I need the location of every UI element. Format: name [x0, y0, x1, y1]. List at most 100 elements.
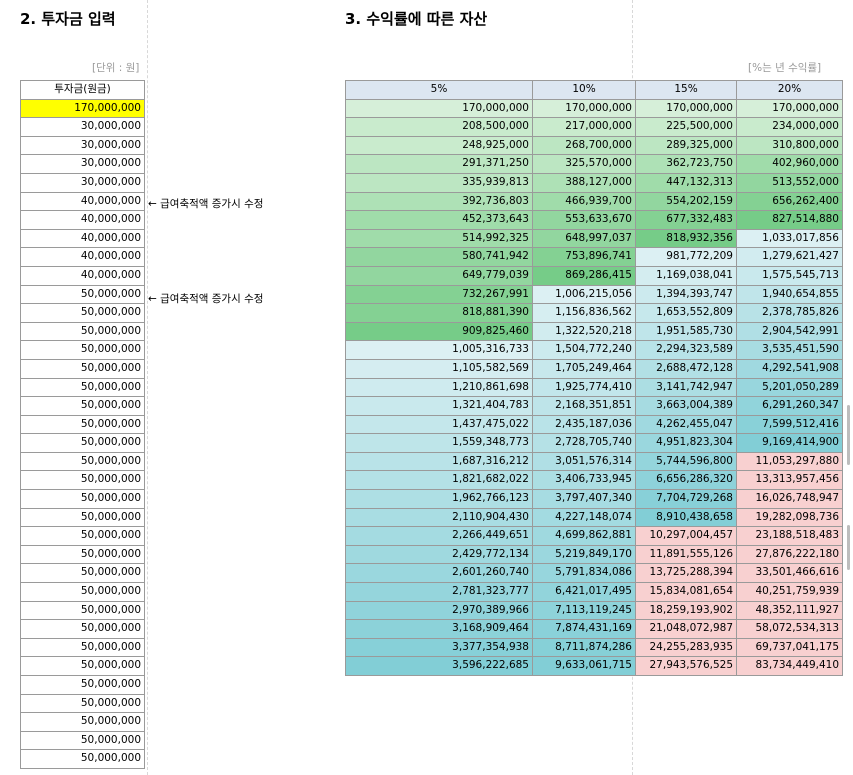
asset-cell[interactable]: 1,962,766,123: [345, 489, 533, 509]
investment-cell[interactable]: 50,000,000: [20, 693, 145, 714]
asset-cell[interactable]: 6,291,260,347: [736, 396, 843, 416]
asset-cell[interactable]: 732,267,991: [345, 284, 533, 305]
investment-cell[interactable]: 50,000,000: [20, 414, 145, 435]
asset-cell[interactable]: 3,535,451,590: [736, 340, 843, 360]
asset-cell[interactable]: 18,259,193,902: [635, 600, 737, 621]
asset-cell[interactable]: 5,219,849,170: [532, 544, 636, 565]
asset-cell[interactable]: 553,633,670: [532, 210, 636, 230]
asset-cell[interactable]: 7,874,431,169: [532, 619, 636, 639]
asset-cell[interactable]: 2,429,772,134: [345, 544, 533, 565]
investment-cell[interactable]: 50,000,000: [20, 526, 145, 546]
investment-cell[interactable]: 50,000,000: [20, 489, 145, 509]
asset-cell[interactable]: 16,026,748,947: [736, 489, 843, 509]
asset-cell[interactable]: 3,797,407,340: [532, 489, 636, 509]
investment-cell[interactable]: 50,000,000: [20, 451, 145, 472]
investment-cell[interactable]: 40,000,000: [20, 228, 145, 249]
asset-cell[interactable]: 6,421,017,495: [532, 582, 636, 602]
asset-cell[interactable]: 677,332,483: [635, 210, 737, 230]
asset-cell[interactable]: 1,437,475,022: [345, 414, 533, 435]
asset-cell[interactable]: 225,500,000: [635, 117, 737, 137]
investment-cell[interactable]: 50,000,000: [20, 712, 145, 732]
asset-cell[interactable]: 1,321,404,783: [345, 396, 533, 416]
asset-cell[interactable]: 1,005,316,733: [345, 340, 533, 360]
asset-cell[interactable]: 8,910,438,658: [635, 507, 737, 528]
asset-cell[interactable]: 648,997,037: [532, 228, 636, 249]
asset-cell[interactable]: 649,779,039: [345, 265, 533, 286]
asset-cell[interactable]: 909,825,460: [345, 321, 533, 342]
asset-cell[interactable]: 827,514,880: [736, 210, 843, 230]
investment-cell[interactable]: 40,000,000: [20, 191, 145, 212]
asset-cell[interactable]: 291,371,250: [345, 154, 533, 174]
asset-cell[interactable]: 268,700,000: [532, 135, 636, 156]
rate-header-4[interactable]: 20%: [736, 80, 843, 100]
asset-cell[interactable]: 248,925,000: [345, 135, 533, 156]
asset-cell[interactable]: 234,000,000: [736, 117, 843, 137]
asset-cell[interactable]: 466,939,700: [532, 191, 636, 212]
asset-cell[interactable]: 4,699,862,881: [532, 526, 636, 546]
investment-header[interactable]: 투자금(원금): [20, 80, 145, 100]
asset-cell[interactable]: 1,940,654,855: [736, 284, 843, 305]
investment-cell[interactable]: 30,000,000: [20, 154, 145, 174]
asset-cell[interactable]: 48,352,111,927: [736, 600, 843, 621]
asset-cell[interactable]: 2,904,542,991: [736, 321, 843, 342]
asset-cell[interactable]: 6,656,286,320: [635, 470, 737, 491]
asset-cell[interactable]: 1,559,348,773: [345, 433, 533, 453]
asset-cell[interactable]: 1,169,038,041: [635, 265, 737, 286]
investment-cell[interactable]: 50,000,000: [20, 637, 145, 658]
rate-header-1[interactable]: 5%: [345, 80, 533, 100]
asset-cell[interactable]: 1,951,585,730: [635, 321, 737, 342]
asset-cell[interactable]: 362,723,750: [635, 154, 737, 174]
asset-cell[interactable]: 2,110,904,430: [345, 507, 533, 528]
asset-cell[interactable]: 4,292,541,908: [736, 358, 843, 379]
asset-cell[interactable]: 7,113,119,245: [532, 600, 636, 621]
investment-cell[interactable]: 50,000,000: [20, 749, 145, 769]
asset-cell[interactable]: 208,500,000: [345, 117, 533, 137]
asset-cell[interactable]: 2,781,323,777: [345, 582, 533, 602]
asset-cell[interactable]: 289,325,000: [635, 135, 737, 156]
asset-cell[interactable]: 753,896,741: [532, 247, 636, 267]
asset-cell[interactable]: 24,255,283,935: [635, 637, 737, 658]
asset-cell[interactable]: 11,053,297,880: [736, 451, 843, 472]
asset-cell[interactable]: 402,960,000: [736, 154, 843, 174]
asset-cell[interactable]: 10,297,004,457: [635, 526, 737, 546]
asset-cell[interactable]: 170,000,000: [345, 98, 533, 119]
asset-cell[interactable]: 9,633,061,715: [532, 656, 636, 676]
investment-cell[interactable]: 50,000,000: [20, 377, 145, 398]
asset-cell[interactable]: 7,599,512,416: [736, 414, 843, 435]
investment-cell[interactable]: 50,000,000: [20, 675, 145, 695]
asset-cell[interactable]: 19,282,098,736: [736, 507, 843, 528]
investment-cell[interactable]: 50,000,000: [20, 358, 145, 379]
investment-cell[interactable]: 30,000,000: [20, 135, 145, 156]
asset-cell[interactable]: 8,711,874,286: [532, 637, 636, 658]
asset-cell[interactable]: 217,000,000: [532, 117, 636, 137]
investment-cell[interactable]: 40,000,000: [20, 265, 145, 286]
asset-cell[interactable]: 23,188,518,483: [736, 526, 843, 546]
asset-cell[interactable]: 981,772,209: [635, 247, 737, 267]
asset-cell[interactable]: 2,266,449,651: [345, 526, 533, 546]
investment-cell[interactable]: 50,000,000: [20, 470, 145, 491]
asset-cell[interactable]: 21,048,072,987: [635, 619, 737, 639]
asset-cell[interactable]: 3,663,004,389: [635, 396, 737, 416]
asset-cell[interactable]: 170,000,000: [635, 98, 737, 119]
asset-cell[interactable]: 5,201,050,289: [736, 377, 843, 398]
investment-cell[interactable]: 30,000,000: [20, 117, 145, 137]
asset-cell[interactable]: 388,127,000: [532, 172, 636, 193]
asset-cell[interactable]: 5,791,834,086: [532, 563, 636, 584]
investment-cell[interactable]: 50,000,000: [20, 656, 145, 676]
investment-cell[interactable]: 50,000,000: [20, 619, 145, 639]
asset-cell[interactable]: 1,504,772,240: [532, 340, 636, 360]
vertical-scrollbar-lower[interactable]: [847, 525, 850, 570]
asset-cell[interactable]: 3,377,354,938: [345, 637, 533, 658]
asset-cell[interactable]: 514,992,325: [345, 228, 533, 249]
asset-cell[interactable]: 15,834,081,654: [635, 582, 737, 602]
asset-cell[interactable]: 1,705,249,464: [532, 358, 636, 379]
rate-header-3[interactable]: 15%: [635, 80, 737, 100]
asset-cell[interactable]: 3,141,742,947: [635, 377, 737, 398]
asset-cell[interactable]: 1,653,552,809: [635, 303, 737, 323]
asset-cell[interactable]: 2,728,705,740: [532, 433, 636, 453]
asset-cell[interactable]: 1,006,215,056: [532, 284, 636, 305]
asset-cell[interactable]: 170,000,000: [736, 98, 843, 119]
asset-cell[interactable]: 13,725,288,394: [635, 563, 737, 584]
rate-header-2[interactable]: 10%: [532, 80, 636, 100]
asset-cell[interactable]: 2,601,260,740: [345, 563, 533, 584]
